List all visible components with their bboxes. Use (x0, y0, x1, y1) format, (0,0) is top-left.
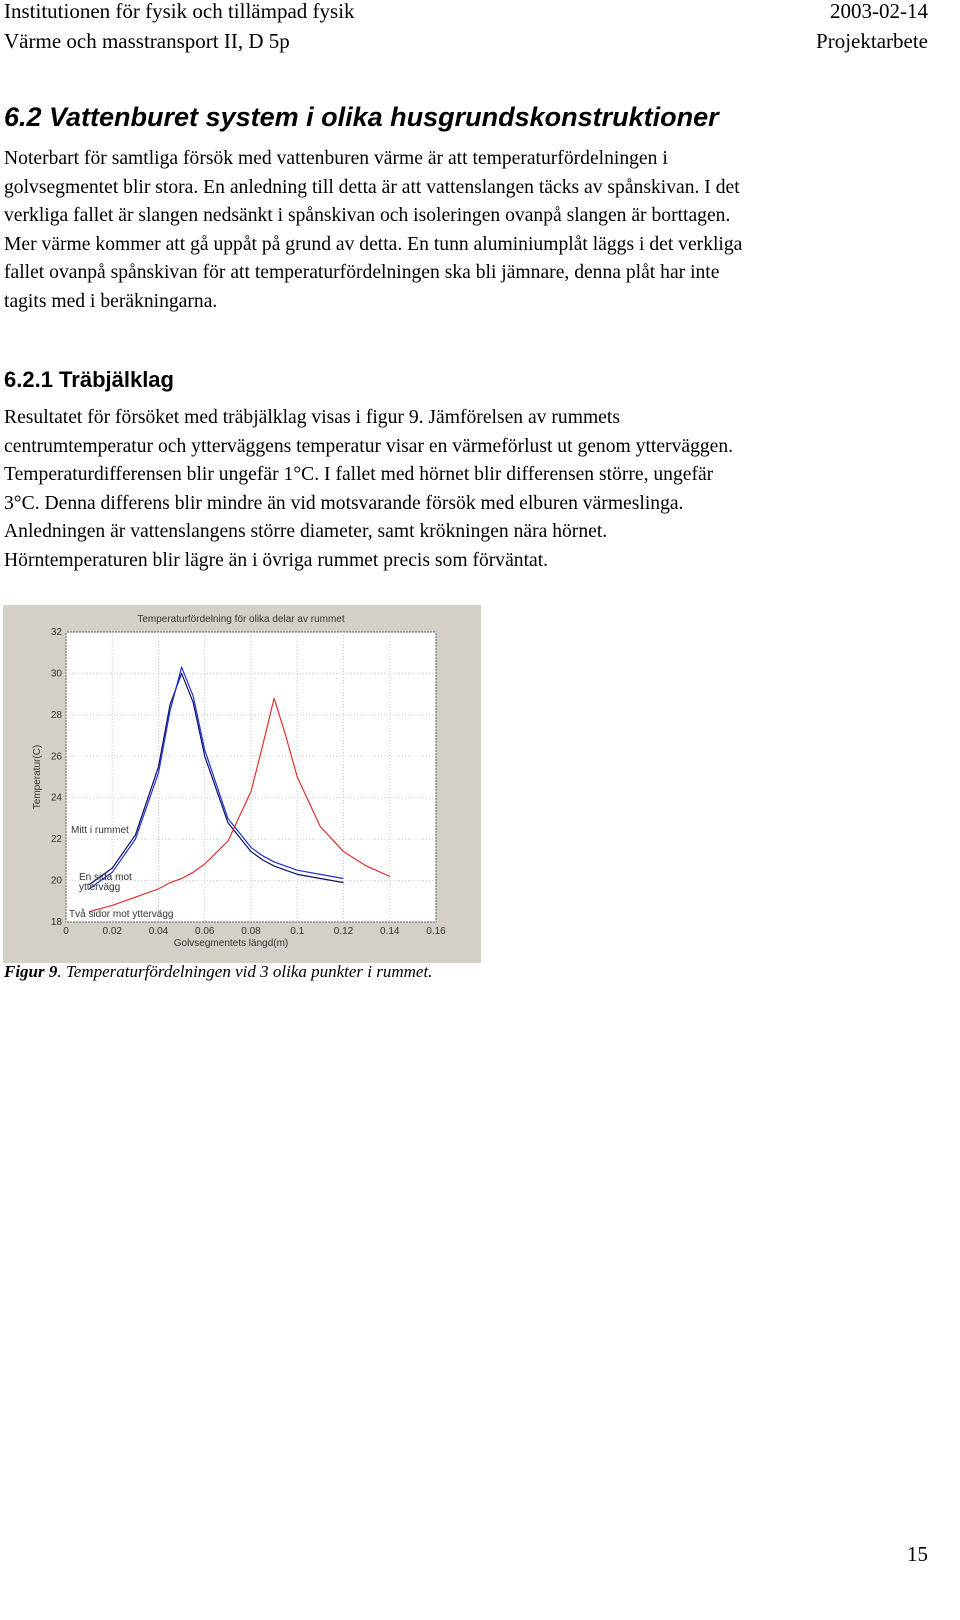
y-tick-label: 32 (51, 627, 63, 638)
x-tick-label: 0.12 (334, 926, 354, 937)
x-tick-label: 0.08 (241, 926, 261, 937)
text-line: tagits med i beräkningarna. (4, 290, 218, 312)
annotation: Två sidor mot yttervägg (69, 908, 173, 920)
header-left: Institutionen för fysik och tillämpad fy… (4, 0, 355, 56)
text-line: Hörntemperaturen blir lägre än i övriga … (4, 549, 549, 571)
x-tick-label: 0 (63, 926, 69, 937)
paragraph: Resultatet för försöket med träbjälklag … (4, 404, 733, 576)
text-line: golvsegmentet blir stora. En anledning t… (4, 176, 740, 198)
paragraph: Noterbart för samtliga försök med vatten… (4, 145, 742, 317)
text-line: 3°C. Denna differens blir mindre än vid … (4, 492, 684, 514)
text-line: Resultatet för försöket med träbjälklag … (4, 407, 620, 428)
x-tick-label: 0.1 (290, 926, 304, 937)
header-right: 2003-02-14 Projektarbete (816, 0, 928, 56)
y-tick-label: 30 (51, 668, 63, 679)
y-axis-label: Temperatur(C) (32, 745, 43, 809)
y-tick-label: 28 (51, 710, 63, 721)
text-line: Temperaturdifferensen blir ungefär 1°C. … (4, 464, 714, 486)
header-line: 2003-02-14 (830, 0, 928, 23)
annotation: Mitt i rummet (71, 825, 129, 836)
text-line: fallet ovanpå spånskivan för att tempera… (4, 262, 720, 284)
section-heading: 6.2 Vattenburet system i olika husgrunds… (4, 102, 719, 132)
caption-label: Figur 9 (4, 962, 58, 981)
text-line: centrumtemperatur och ytterväggens tempe… (4, 435, 734, 457)
series-line (88, 672, 344, 886)
header-line: Projektarbete (816, 29, 928, 53)
annotation: En sida mot (79, 872, 132, 883)
text-line: Noterbart för samtliga försök med vatten… (4, 148, 668, 169)
y-tick-label: 18 (51, 917, 63, 928)
x-tick-label: 0.06 (195, 926, 215, 937)
header-line: Institutionen för fysik och tillämpad fy… (4, 0, 355, 23)
x-tick-label: 0.16 (426, 926, 446, 937)
x-tick-label: 0.14 (380, 926, 400, 937)
x-tick-label: 0.04 (149, 926, 169, 937)
text-line: Mer värme kommer att gå uppåt på grund a… (4, 233, 743, 255)
text-line: verkliga fallet är slangen nedsänkt i sp… (4, 205, 731, 227)
y-tick-label: 22 (51, 834, 63, 845)
caption-text: . Temperaturfördelningen vid 3 olika pun… (57, 962, 433, 981)
series-line (88, 697, 390, 913)
text-line: Anledningen är vattenslangens större dia… (4, 521, 608, 543)
y-tick-label: 24 (51, 793, 63, 804)
figure-caption: Figur 9. Temperaturfördelningen vid 3 ol… (4, 962, 432, 982)
annotation: yttervägg (79, 882, 120, 893)
x-tick-label: 0.02 (103, 926, 123, 937)
y-tick-label: 20 (51, 876, 63, 887)
y-tick-label: 26 (51, 751, 63, 762)
subsection-heading: 6.2.1 Träbjälklag (4, 367, 174, 392)
series-line (88, 666, 344, 890)
page-number: 15 (907, 1542, 928, 1566)
figure-chart: 18 20 22 24 26 28 30 32 0 0.02 0.04 0.06 0.08 0.1 0.12… (3, 605, 481, 963)
chart-title: Temperaturfördelning för olika delar av … (137, 614, 345, 625)
x-axis-label: Golvsegmentets längd(m) (174, 938, 289, 949)
header-line: Värme och masstransport II, D 5p (4, 29, 290, 53)
